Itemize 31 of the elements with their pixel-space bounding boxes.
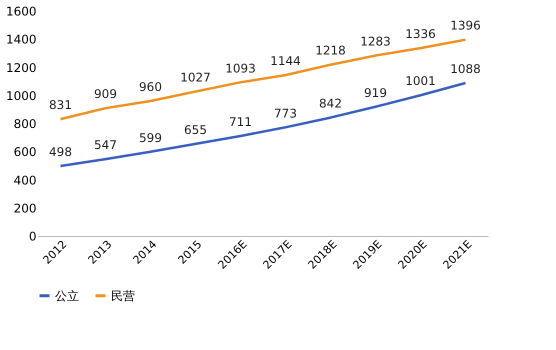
data-label: 599	[139, 130, 162, 145]
data-label: 1027	[180, 70, 211, 85]
data-label: 1396	[450, 18, 481, 33]
data-label: 1218	[315, 44, 346, 58]
y-tick-label: 1400	[6, 32, 36, 47]
y-tick-label: 1000	[6, 88, 36, 103]
y-tick-label: 1600	[6, 4, 36, 18]
data-label: 1093	[225, 61, 256, 76]
data-label: 711	[229, 115, 252, 130]
data-label: 1283	[360, 34, 391, 49]
data-label: 547	[94, 138, 117, 152]
legend-label: 民营	[111, 288, 135, 303]
y-tick-label: 400	[14, 173, 36, 188]
data-label: 831	[49, 98, 72, 112]
data-label: 909	[94, 87, 117, 102]
data-label: 498	[49, 144, 72, 159]
data-label: 1001	[405, 74, 436, 88]
data-label: 655	[184, 122, 207, 137]
data-label: 773	[274, 106, 297, 120]
data-label: 1088	[450, 62, 481, 76]
data-label: 1336	[405, 27, 436, 42]
data-label: 919	[364, 86, 387, 100]
y-tick-label: 200	[14, 201, 36, 216]
data-label: 1144	[270, 54, 301, 68]
y-tick-label: 0	[28, 230, 36, 244]
data-label: 842	[319, 96, 342, 111]
y-tick-label: 800	[14, 117, 36, 131]
data-label: 960	[139, 80, 162, 94]
y-tick-label: 600	[14, 145, 36, 160]
y-tick-label: 1200	[6, 60, 36, 75]
legend-label: 公立	[55, 288, 79, 303]
